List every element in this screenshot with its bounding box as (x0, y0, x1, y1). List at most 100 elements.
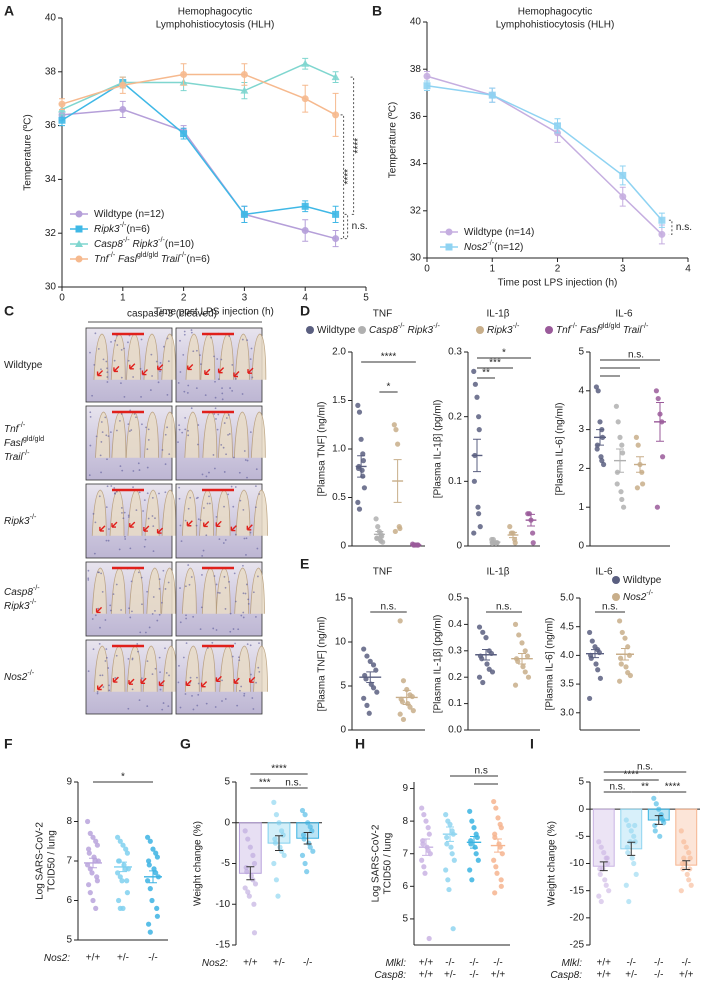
data-point (86, 846, 92, 852)
data-point (596, 839, 602, 845)
series-line (61, 81, 336, 216)
data-point (124, 890, 130, 896)
error-bar (621, 648, 629, 661)
y-tick-label: -20 (570, 912, 585, 923)
legend-marker (75, 240, 83, 247)
nucleus (94, 521, 97, 524)
data-point (374, 689, 380, 695)
data-point (90, 897, 96, 904)
y-tick-label: 36 (410, 111, 422, 122)
nucleus (221, 398, 224, 401)
nucleus (231, 655, 234, 658)
data-point (393, 427, 399, 433)
nucleus (196, 676, 198, 679)
nucleus (152, 596, 155, 598)
arrow (99, 525, 106, 532)
nucleus (127, 341, 129, 344)
nucleus (224, 586, 227, 589)
nucleus (218, 592, 221, 594)
y-tick-label: 0 (456, 541, 462, 552)
y-axis-label: Log SARS-CoV-2 (371, 824, 382, 902)
nucleus (101, 431, 104, 433)
nucleus (166, 393, 169, 396)
nucleus (168, 674, 170, 677)
nucleus (97, 571, 100, 574)
nucleus (191, 695, 193, 697)
category-row-label: Casp8: (550, 970, 582, 981)
data-point (90, 834, 96, 840)
nucleus (146, 705, 149, 708)
nucleus (179, 339, 181, 342)
y-tick-label: 0.5 (332, 492, 346, 503)
nucleus (92, 512, 95, 515)
data-point (598, 454, 604, 460)
data-point (361, 695, 367, 701)
nucleus (241, 338, 244, 341)
marker (240, 86, 249, 94)
data-point (629, 855, 635, 861)
nucleus (179, 371, 182, 373)
data-point (154, 854, 160, 860)
x-axis-label: Time post LPS injection (h) (154, 307, 274, 318)
data-point (617, 434, 623, 440)
nucleus (201, 574, 203, 576)
data-point (601, 850, 607, 856)
row-label: Trail-/- (4, 448, 30, 463)
data-point (684, 871, 690, 877)
nucleus (158, 587, 161, 590)
x-tick-label: -/- (445, 958, 454, 969)
row-label: Ripk3-/- (4, 597, 37, 612)
data-point (601, 461, 607, 468)
nucleus (92, 648, 95, 651)
marker (301, 202, 309, 210)
nucleus (257, 666, 260, 669)
y-tick-label: -5 (221, 858, 230, 869)
nucleus (177, 382, 180, 384)
nucleus (168, 453, 171, 456)
data-point (305, 820, 311, 826)
data-point (449, 851, 455, 857)
y-tick-label: 9 (402, 783, 408, 794)
nucleus (216, 358, 219, 360)
data-point (602, 877, 608, 883)
nucleus (228, 335, 231, 337)
data-point (614, 481, 620, 487)
marker (301, 227, 309, 235)
nucleus (223, 471, 226, 473)
arrow (215, 675, 222, 683)
significance-label: * (121, 772, 125, 783)
chart-title: Lymphohistiocytosis (HLH) (156, 20, 275, 31)
data-point (250, 852, 256, 858)
significance-label: * (502, 348, 506, 359)
nucleus (127, 514, 130, 517)
nucleus (106, 371, 109, 374)
y-tick-label: -25 (570, 940, 585, 951)
data-point (271, 799, 277, 805)
nucleus (161, 601, 163, 604)
nucleus (214, 380, 216, 383)
villus (251, 333, 267, 380)
nucleus (133, 413, 136, 415)
nucleus (242, 508, 245, 511)
significance-label: n.s. (637, 762, 653, 773)
legend-marker (445, 228, 453, 236)
data-point (444, 841, 450, 847)
nucleus (243, 694, 246, 697)
significance-label: **** (343, 169, 354, 185)
data-point (119, 878, 125, 884)
nucleus (215, 515, 218, 518)
data-point (519, 640, 525, 646)
nucleus (115, 583, 118, 586)
y-tick-label: 5 (578, 347, 584, 358)
arrow (203, 520, 210, 528)
nucleus (140, 576, 143, 579)
nucleus (238, 471, 241, 474)
significance-label: **** (623, 770, 639, 781)
nucleus (184, 428, 187, 431)
nucleus (161, 449, 164, 451)
significance-label: n.s. (380, 602, 396, 613)
nucleus (190, 329, 193, 331)
data-point (116, 897, 122, 904)
subplot-title: IL-1β (487, 567, 510, 578)
y-axis-label: Weight change (%) (547, 821, 558, 906)
